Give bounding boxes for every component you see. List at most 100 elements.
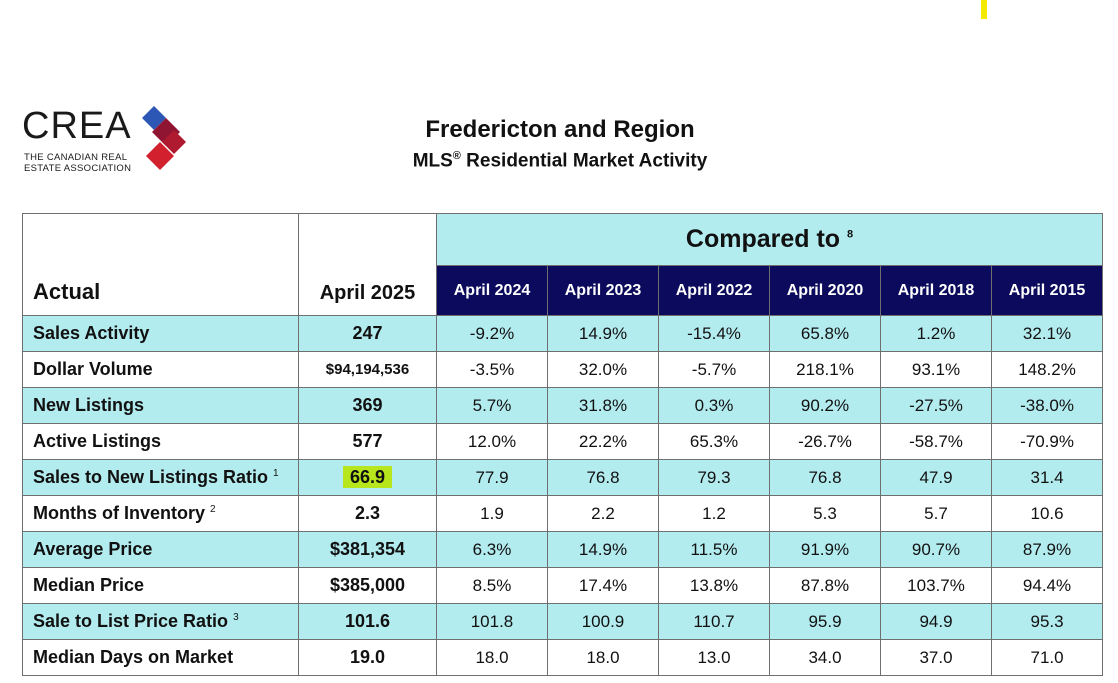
report-title-block: Fredericton and Region MLS® Residential … bbox=[380, 116, 740, 173]
current-value: 101.6 bbox=[298, 603, 437, 640]
comparison-value: 37.0 bbox=[880, 639, 992, 676]
period-header: April 2023 bbox=[547, 265, 659, 316]
row-label: Sales Activity bbox=[22, 315, 299, 352]
period-header: April 2015 bbox=[990, 265, 1104, 316]
current-value: 19.0 bbox=[298, 639, 437, 676]
comparison-value: -58.7% bbox=[880, 423, 992, 460]
logo-wordmark: CREA bbox=[22, 105, 132, 147]
comparison-value: 6.3% bbox=[436, 531, 548, 568]
comparison-value: 0.3% bbox=[658, 387, 770, 424]
comparison-value: 8.5% bbox=[436, 567, 548, 604]
comparison-value: -9.2% bbox=[436, 315, 548, 352]
actual-header: Actual bbox=[22, 213, 299, 316]
comparison-value: 95.3 bbox=[990, 603, 1104, 640]
row-label: Active Listings bbox=[22, 423, 299, 460]
crea-diamond-icon bbox=[142, 106, 186, 170]
current-value: 577 bbox=[298, 423, 437, 460]
comparison-value: 76.8 bbox=[547, 459, 659, 496]
comparison-value: 1.2% bbox=[880, 315, 992, 352]
comparison-value: 5.3 bbox=[769, 495, 881, 532]
comparison-value: 13.0 bbox=[658, 639, 770, 676]
comparison-value: -26.7% bbox=[769, 423, 881, 460]
comparison-value: 87.9% bbox=[990, 531, 1104, 568]
row-label: Dollar Volume bbox=[22, 351, 299, 388]
comparison-value: -5.7% bbox=[658, 351, 770, 388]
comparison-value: 71.0 bbox=[990, 639, 1104, 676]
comparison-value: 77.9 bbox=[436, 459, 548, 496]
comparison-value: 10.6 bbox=[990, 495, 1104, 532]
comparison-value: 94.9 bbox=[880, 603, 992, 640]
comparison-value: 76.8 bbox=[769, 459, 881, 496]
current-value: 247 bbox=[298, 315, 437, 352]
crea-logo: CREA THE CANADIAN REAL ESTATE ASSOCIATIO… bbox=[22, 106, 192, 176]
comparison-value: 91.9% bbox=[769, 531, 881, 568]
table-row: Months of Inventory 2 2.3 1.9 2.2 1.2 5.3 5.7 1… bbox=[22, 495, 1104, 532]
period-header: April 2022 bbox=[658, 265, 770, 316]
current-value: $94,194,536 bbox=[298, 351, 437, 388]
comparison-value: -15.4% bbox=[658, 315, 770, 352]
row-label: Average Price bbox=[22, 531, 299, 568]
comparison-value: 103.7% bbox=[880, 567, 992, 604]
comparison-value: 5.7% bbox=[436, 387, 548, 424]
comparison-value: 65.3% bbox=[658, 423, 770, 460]
comparison-value: 93.1% bbox=[880, 351, 992, 388]
current-value: 66.9 bbox=[298, 459, 437, 496]
comparison-value: 32.0% bbox=[547, 351, 659, 388]
comparison-value: 87.8% bbox=[769, 567, 881, 604]
comparison-value: 12.0% bbox=[436, 423, 548, 460]
table-row: Median Days on Market 19.0 18.0 18.0 13.0 34.… bbox=[22, 639, 1104, 676]
table-row: Average Price $381,354 6.3% 14.9% 11.5% 91.9%… bbox=[22, 531, 1104, 568]
current-value: $381,354 bbox=[298, 531, 437, 568]
market-activity-table: Actual April 2025 Compared to 8 April 20… bbox=[22, 212, 1104, 676]
row-label: New Listings bbox=[22, 387, 299, 424]
comparison-value: 218.1% bbox=[769, 351, 881, 388]
comparison-periods-row: April 2024 April 2023 April 2022 April 2020… bbox=[23, 265, 1104, 316]
row-label: Median Price bbox=[22, 567, 299, 604]
comparison-value: 18.0 bbox=[547, 639, 659, 676]
comparison-value: 65.8% bbox=[769, 315, 881, 352]
comparison-value: 14.9% bbox=[547, 531, 659, 568]
yellow-marker bbox=[981, 0, 987, 19]
comparison-value: 32.1% bbox=[990, 315, 1104, 352]
table-row: Sale to List Price Ratio 3 101.6 101.8 100.… bbox=[22, 603, 1104, 640]
comparison-value: 5.7 bbox=[880, 495, 992, 532]
compared-to-header: Compared to 8 bbox=[435, 212, 1104, 267]
table-row: Dollar Volume $94,194,536 -3.5% 32.0% -5.7% 2… bbox=[22, 351, 1104, 388]
row-label: Median Days on Market bbox=[22, 639, 299, 676]
comparison-value: 13.8% bbox=[658, 567, 770, 604]
current-value: 2.3 bbox=[298, 495, 437, 532]
comparison-value: 94.4% bbox=[990, 567, 1104, 604]
comparison-value: 31.4 bbox=[990, 459, 1104, 496]
comparison-value: -3.5% bbox=[436, 351, 548, 388]
row-label: Months of Inventory 2 bbox=[22, 495, 299, 532]
comparison-value: 47.9 bbox=[880, 459, 992, 496]
footnote-marker: 3 bbox=[233, 612, 239, 623]
comparison-value: 11.5% bbox=[658, 531, 770, 568]
current-value: $385,000 bbox=[298, 567, 437, 604]
current-value: 369 bbox=[298, 387, 437, 424]
comparison-value: 95.9 bbox=[769, 603, 881, 640]
comparison-value: 1.2 bbox=[658, 495, 770, 532]
current-period-header: April 2025 bbox=[298, 213, 437, 316]
footnote-marker: 2 bbox=[210, 504, 216, 515]
comparison-value: 148.2% bbox=[990, 351, 1104, 388]
comparison-value: 79.3 bbox=[658, 459, 770, 496]
table-row: Sales Activity 247 -9.2% 14.9% -15.4% 65.8% 1.… bbox=[22, 315, 1104, 352]
comparison-value: 22.2% bbox=[547, 423, 659, 460]
comparison-value: 14.9% bbox=[547, 315, 659, 352]
comparison-value: -27.5% bbox=[880, 387, 992, 424]
period-header: April 2024 bbox=[436, 265, 548, 316]
comparison-value: 31.8% bbox=[547, 387, 659, 424]
period-header: April 2018 bbox=[880, 265, 992, 316]
comparison-value: 2.2 bbox=[547, 495, 659, 532]
comparison-value: 90.7% bbox=[880, 531, 992, 568]
highlighted-value: 66.9 bbox=[342, 466, 393, 488]
comparison-value: 18.0 bbox=[436, 639, 548, 676]
table-row: Sales to New Listings Ratio 1 66.9 77.9 76.… bbox=[22, 459, 1104, 496]
footnote-marker: 1 bbox=[273, 468, 279, 479]
table-row: New Listings 369 5.7% 31.8% 0.3% 90.2% -27.5% -… bbox=[22, 387, 1104, 424]
comparison-value: 110.7 bbox=[658, 603, 770, 640]
comparison-value: -38.0% bbox=[990, 387, 1104, 424]
comparison-value: 34.0 bbox=[769, 639, 881, 676]
comparison-value: 100.9 bbox=[547, 603, 659, 640]
